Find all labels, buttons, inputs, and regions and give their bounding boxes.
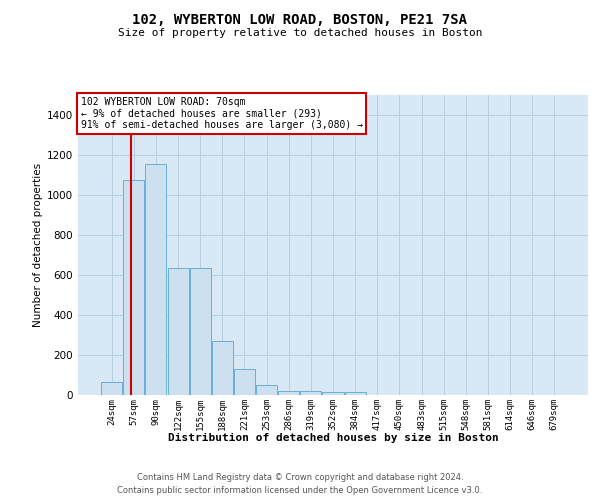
Text: Contains HM Land Registry data © Crown copyright and database right 2024.: Contains HM Land Registry data © Crown c… xyxy=(137,472,463,482)
Bar xyxy=(344,392,365,395)
Text: Size of property relative to detached houses in Boston: Size of property relative to detached ho… xyxy=(118,28,482,38)
Bar xyxy=(190,268,211,395)
Bar xyxy=(101,382,122,395)
Bar xyxy=(234,369,255,395)
Bar xyxy=(322,392,344,395)
Bar xyxy=(278,391,299,395)
Bar xyxy=(256,385,277,395)
Bar xyxy=(301,391,322,395)
Text: 102 WYBERTON LOW ROAD: 70sqm
← 9% of detached houses are smaller (293)
91% of se: 102 WYBERTON LOW ROAD: 70sqm ← 9% of det… xyxy=(80,96,362,130)
Text: Distribution of detached houses by size in Boston: Distribution of detached houses by size … xyxy=(167,432,499,442)
Y-axis label: Number of detached properties: Number of detached properties xyxy=(33,163,43,327)
Bar xyxy=(124,180,145,395)
Text: 102, WYBERTON LOW ROAD, BOSTON, PE21 7SA: 102, WYBERTON LOW ROAD, BOSTON, PE21 7SA xyxy=(133,12,467,26)
Bar xyxy=(212,341,233,395)
Bar xyxy=(167,268,188,395)
Bar xyxy=(145,164,166,395)
Text: Contains public sector information licensed under the Open Government Licence v3: Contains public sector information licen… xyxy=(118,486,482,495)
